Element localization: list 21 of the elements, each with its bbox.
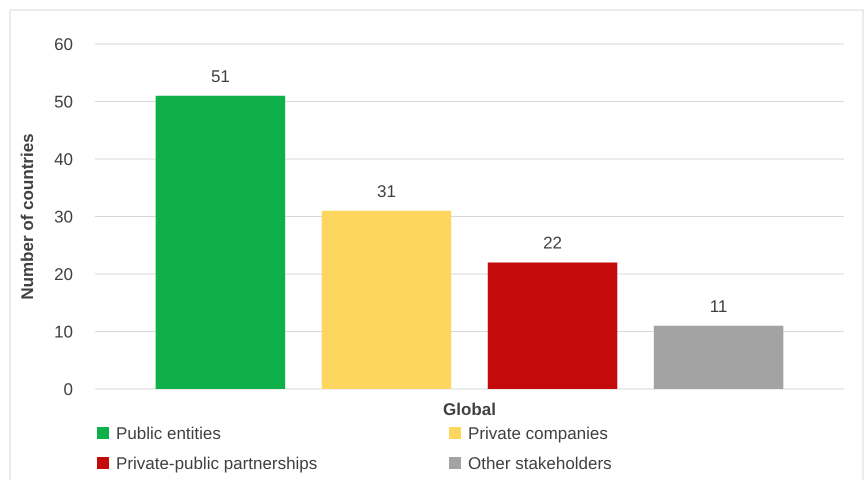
legend-label: Private companies: [468, 424, 608, 443]
y-tick-label: 10: [54, 322, 73, 342]
data-label: 31: [377, 182, 396, 201]
bar: [488, 262, 618, 389]
y-tick-label: 30: [54, 207, 73, 226]
data-label: 22: [543, 234, 562, 252]
legend-label: Public entities: [116, 424, 221, 443]
legend-label: Private-public partnerships: [116, 454, 318, 473]
bar: [654, 326, 784, 389]
bar: [156, 96, 286, 389]
y-tick-label: 20: [54, 264, 73, 284]
y-tick-label: 0: [64, 380, 73, 399]
data-label: 51: [210, 66, 230, 86]
bar: [322, 210, 452, 389]
y-axis-title: Number of countries: [18, 133, 37, 300]
legend-label: Other stakeholders: [468, 454, 612, 473]
y-tick-label: 50: [54, 92, 73, 112]
data-label: 11: [710, 296, 728, 316]
x-tick-label: Global: [443, 400, 496, 419]
y-tick-label: 40: [54, 150, 73, 169]
y-tick-label: 60: [54, 34, 73, 54]
